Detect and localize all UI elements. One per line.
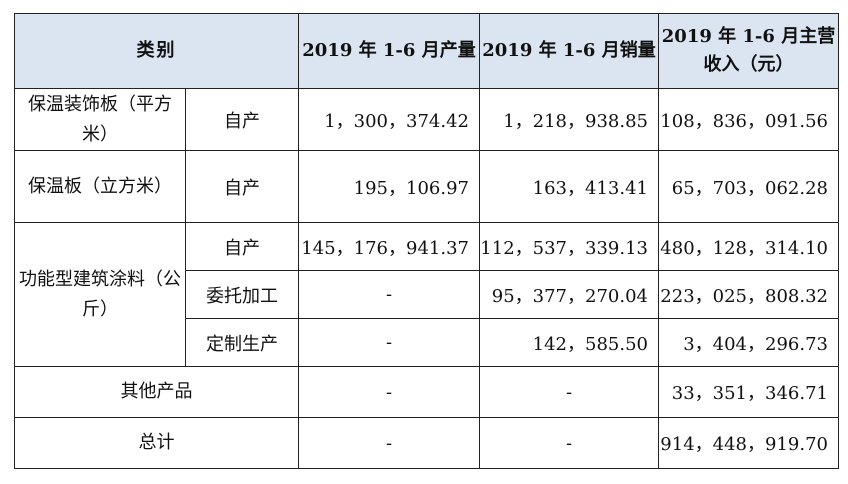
- row-sales: -: [479, 417, 659, 469]
- row-subcategory: 定制生产: [185, 318, 299, 367]
- table-row: 其他产品 - - 33，351，346.71: [14, 366, 839, 418]
- row-production: -: [298, 318, 480, 367]
- row-production: -: [298, 417, 480, 469]
- row-revenue: 65，703，062.28: [658, 150, 839, 223]
- table-row: 功能型建筑涂料（公斤） 自产 145，176，941.37 112，537，33…: [14, 222, 839, 367]
- table-row: 保温装饰板（平方米） 自产 1，300，374.42 1，218，938.85 …: [14, 88, 839, 151]
- row-sales: 163，413.41: [479, 150, 659, 223]
- row-revenue: 914，448，919.70: [658, 417, 839, 469]
- row-category: 保温板（立方米）: [14, 150, 186, 223]
- row-revenue: 223，025，808.32: [658, 270, 839, 319]
- table-row: 保温板（立方米） 自产 195，106.97 163，413.41 65，703…: [14, 150, 839, 223]
- row-revenue: 108，836，091.56: [658, 88, 839, 151]
- header-revenue: 2019 年 1-6 月主营收入（元）: [658, 13, 839, 89]
- row-production: 195，106.97: [298, 150, 480, 223]
- row-production: -: [298, 270, 480, 319]
- header-row: 类别 2019 年 1-6 月产量 2019 年 1-6 月销量 2019 年 …: [14, 13, 839, 89]
- row-subcategory: 委托加工: [185, 270, 299, 319]
- row-subcategory: 自产: [185, 88, 299, 151]
- header-sales: 2019 年 1-6 月销量: [479, 13, 659, 89]
- row-category: 功能型建筑涂料（公斤）: [14, 222, 186, 367]
- header-production: 2019 年 1-6 月产量: [298, 13, 480, 89]
- row-subcategory: 自产: [185, 150, 299, 223]
- table-row: 定制生产 - 142，585.50 3，404，296.73: [15, 318, 839, 367]
- sales-table-wrapper: 类别 2019 年 1-6 月产量 2019 年 1-6 月销量 2019 年 …: [14, 13, 839, 469]
- row-revenue: 33，351，346.71: [658, 366, 839, 418]
- row-category: 总计: [14, 417, 299, 469]
- table-row: 委托加工 - 95，377，270.04 223，025，808.32: [15, 270, 839, 319]
- row-sales: 95，377，270.04: [479, 270, 659, 319]
- row-production: 145，176，941.37: [298, 222, 480, 271]
- row-revenue: 3，404，296.73: [658, 318, 839, 367]
- row-category: 其他产品: [14, 366, 299, 418]
- row-production: -: [298, 366, 480, 418]
- row-category: 保温装饰板（平方米）: [14, 88, 186, 151]
- row-revenue: 480，128，314.10: [658, 222, 839, 271]
- row-subcategory: 自产: [185, 222, 299, 271]
- row-sales: 112，537，339.13: [479, 222, 659, 271]
- table-row-total: 总计 - - 914，448，919.70: [14, 417, 839, 469]
- production-sales-table: 类别 2019 年 1-6 月产量 2019 年 1-6 月销量 2019 年 …: [14, 13, 839, 469]
- row-sales: 1，218，938.85: [479, 88, 659, 151]
- row-sales: 142，585.50: [479, 318, 659, 367]
- header-category: 类别: [14, 13, 299, 89]
- row-sales: -: [479, 366, 659, 418]
- row-production: 1，300，374.42: [298, 88, 480, 151]
